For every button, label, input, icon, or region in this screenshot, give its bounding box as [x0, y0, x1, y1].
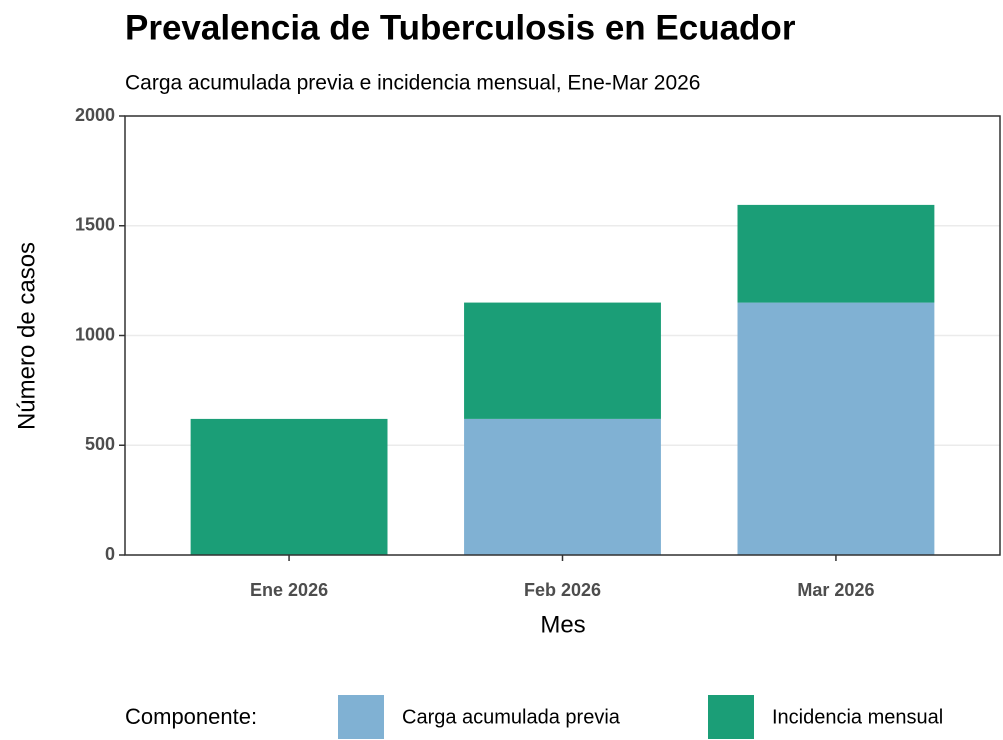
- chart-subtitle: Carga acumulada previa e incidencia mens…: [125, 72, 701, 95]
- y-axis-title: Número de casos: [13, 242, 40, 430]
- y-tick-label: 2000: [75, 105, 115, 125]
- legend-label: Incidencia mensual: [772, 706, 943, 728]
- bar-segment: [464, 418, 661, 555]
- legend-key: [338, 695, 384, 739]
- x-tick-label: Feb 2026: [524, 580, 601, 600]
- chart-title: Prevalencia de Tuberculosis en Ecuador: [125, 8, 796, 47]
- y-tick-label: 1000: [75, 324, 115, 344]
- legend-key: [708, 695, 754, 739]
- x-tick-label: Mar 2026: [797, 580, 874, 600]
- plot-border: [124, 115, 1001, 556]
- bar-segment: [737, 204, 935, 303]
- y-tick-label: 1500: [75, 215, 115, 235]
- bar-segment: [737, 302, 935, 555]
- bar-segment: [190, 418, 388, 555]
- y-tick-label: 500: [85, 434, 115, 454]
- legend-label: Carga acumulada previa: [402, 706, 621, 728]
- x-axis-title: Mes: [540, 611, 585, 638]
- legend-title: Componente:: [125, 704, 257, 729]
- y-tick-label: 0: [105, 544, 115, 564]
- x-tick-label: Ene 2026: [250, 580, 328, 600]
- bar-segment: [464, 302, 661, 419]
